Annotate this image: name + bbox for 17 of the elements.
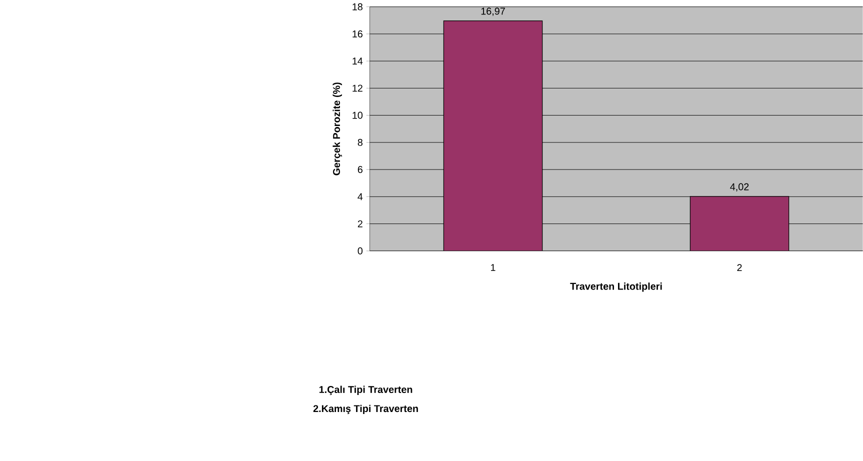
x-tick-label: 1 (491, 264, 496, 271)
y-tick-label: 6 (358, 166, 362, 173)
y-tick-label: 14 (352, 58, 363, 64)
x-axis-title: Traverten Litotipleri (570, 282, 662, 292)
data-label: 16,97 (481, 8, 505, 16)
y-tick-label: 10 (352, 112, 363, 119)
text: 1.Çalı Tipi Traverten (319, 386, 412, 395)
y-tick-label: 8 (358, 138, 362, 146)
y-tick-label: 2 (358, 220, 362, 228)
y-tick-label: 12 (352, 84, 362, 92)
y-tick-label: 18 (352, 3, 362, 10)
text: 2.Kamış Tipi Traverten (313, 404, 418, 414)
y-axis-title: Gerçek Porozite (%) (332, 82, 342, 176)
y-tick-label: 16 (352, 30, 362, 38)
y-tick-label: 4 (358, 193, 363, 200)
y-tick-label: 0 (358, 247, 363, 254)
data-label: 4,02 (730, 183, 749, 192)
